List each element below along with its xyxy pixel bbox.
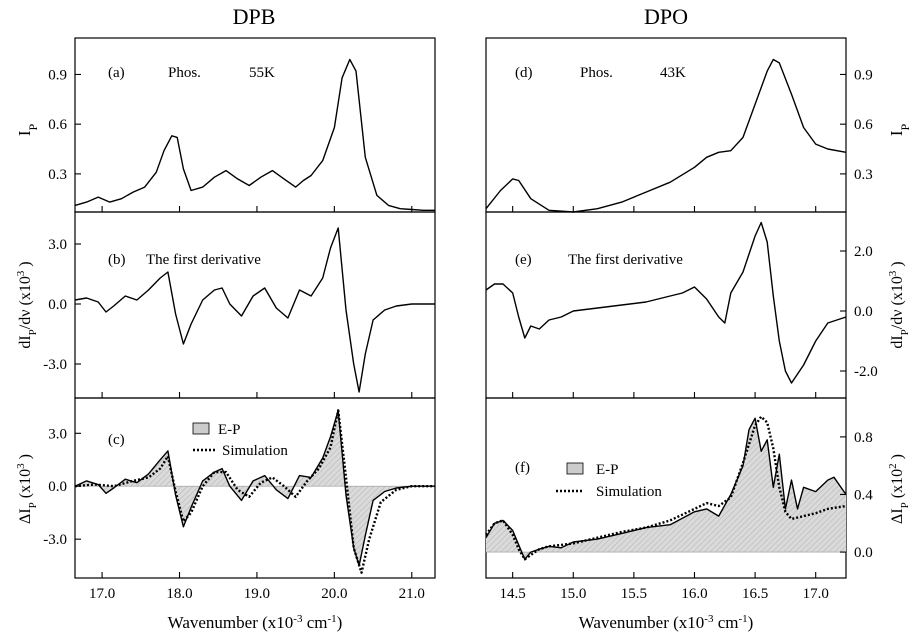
panel-e-spectrum-line: [486, 223, 846, 384]
panel-f-legend-sim: Simulation: [596, 484, 662, 500]
panel-a-annotation-phos: Phos.: [168, 65, 201, 81]
panel-d-ytick-label: 0.3: [854, 167, 873, 183]
panel-c-ep-fill: [75, 410, 435, 565]
panel-f-ytick-label: 0.8: [854, 430, 873, 446]
dpb-xtick-label: 19.0: [244, 586, 270, 602]
panel-c-label: (c): [108, 432, 125, 448]
dpo-xtick-label: 15.5: [621, 586, 647, 602]
panel-c-legend-sim: Simulation: [222, 443, 288, 459]
panel-e-ytick-label: 0.0: [854, 304, 873, 320]
panel-f-ytick-label: 0.0: [854, 545, 873, 561]
title-dpb: DPB: [233, 4, 276, 29]
panel-f-ytick-label: 0.4: [854, 487, 873, 503]
panel-c-legend-ep: E-P: [218, 422, 241, 438]
panel-a-spectrum-line: [75, 60, 435, 211]
panel-d-annotation-temp: 43K: [660, 65, 686, 81]
dpb-xtick-label: 17.0: [89, 586, 115, 602]
dpo-xtick-label: 14.5: [500, 586, 526, 602]
panel-e-label: (e): [515, 252, 532, 268]
panel-c-legend-ep-swatch: [193, 423, 209, 434]
panel-a-ytick-label: 0.3: [48, 167, 67, 183]
panel-b-label: (b): [108, 252, 126, 268]
dpo-xtick-label: 16.5: [742, 586, 768, 602]
dpo-xtick-label: 15.0: [560, 586, 586, 602]
panel-d-ytick-label: 0.9: [854, 67, 873, 83]
panel-f-ep-fill: [486, 418, 846, 559]
panel-d-label: (d): [515, 65, 533, 81]
panel-d-annotation-phos: Phos.: [580, 65, 613, 81]
ylabel-b: dIP/dν (x103 ): [15, 261, 39, 348]
panel-a-label: (a): [108, 65, 125, 81]
panel-a-ytick-label: 0.6: [48, 117, 67, 133]
ylabel-e: dIP/dν (x103 ): [887, 261, 911, 348]
ylabel-c: ΔIP (x103 ): [15, 454, 39, 524]
panel-f-legend-ep: E-P: [596, 462, 619, 478]
panel-d-ytick-label: 0.6: [854, 117, 873, 133]
dpb-xtick-label: 21.0: [399, 586, 425, 602]
xlabel-dpb: Wavenumber (x10-3 cm-1): [168, 613, 343, 632]
ylabel-d: IP: [887, 124, 912, 137]
panel-e-frame: [486, 212, 846, 398]
panel-d-spectrum-line: [486, 60, 846, 213]
title-dpo: DPO: [644, 4, 688, 29]
panel-a-annotation-temp: 55K: [249, 65, 275, 81]
panel-e-ytick-label: 2.0: [854, 244, 873, 260]
dpb-xtick-label: 20.0: [321, 586, 347, 602]
xlabel-dpo: Wavenumber (x10-3 cm-1): [579, 613, 754, 632]
panel-e-annotation: The first derivative: [568, 252, 683, 268]
panel-c-ytick-label: 3.0: [48, 426, 67, 442]
panel-b-ytick-label: 0.0: [48, 297, 67, 313]
panel-b-ytick-label: -3.0: [43, 357, 67, 373]
dpo-xtick-label: 17.0: [803, 586, 829, 602]
panel-c-ytick-label: 0.0: [48, 479, 67, 495]
panel-b-ytick-label: 3.0: [48, 237, 67, 253]
dpo-xtick-label: 16.0: [681, 586, 707, 602]
panel-f-legend-ep-swatch: [567, 463, 583, 474]
panel-c-ytick-label: -3.0: [43, 532, 67, 548]
dpb-xtick-label: 18.0: [166, 586, 192, 602]
panel-e-ytick-label: -2.0: [854, 364, 878, 380]
panel-f-label: (f): [515, 460, 530, 476]
panel-a-ytick-label: 0.9: [48, 67, 67, 83]
panel-b-frame: [75, 212, 435, 398]
ylabel-a: IP: [15, 124, 40, 137]
panel-b-annotation: The first derivative: [146, 252, 261, 268]
fill-layer: [75, 410, 846, 565]
ylabel-f: ΔIP (x102 ): [887, 454, 911, 524]
